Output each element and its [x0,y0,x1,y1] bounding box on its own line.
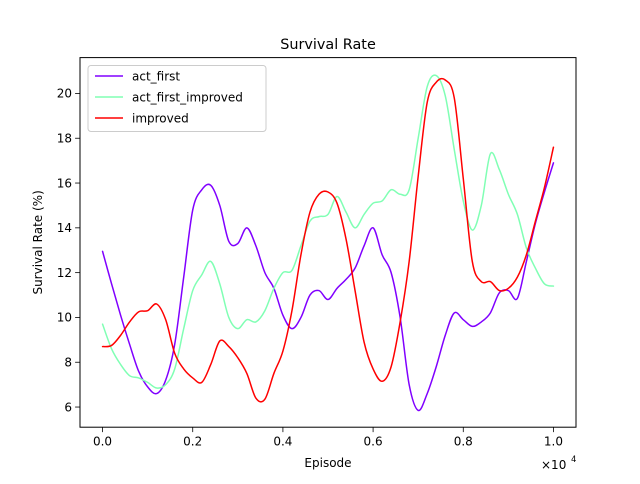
x-tick-label: 1.0 [544,435,563,449]
x-axis-label: Episode [304,456,351,470]
y-tick-label: 12 [57,266,72,280]
x-axis: 0.0 0.2 0.4 0.6 0.8 1.0 [93,427,563,449]
x-tick-label: 0.2 [183,435,202,449]
legend-label: act_first [132,69,180,83]
x-tick-label: 0.8 [454,435,473,449]
x-axis-offset-text: ×10 4 [541,455,576,472]
y-axis-label: Survival Rate (%) [31,190,45,294]
x-tick-label: 0.4 [273,435,292,449]
axes-frame [79,57,577,428]
legend-label: act_first_improved [132,90,243,104]
x-offset-base: ×10 [541,458,566,472]
x-offset-exponent: 4 [571,455,576,465]
legend-label: improved [132,111,189,125]
y-tick-label: 20 [57,87,72,101]
y-tick-label: 8 [64,356,72,370]
legend: act_first act_first_improved improved [87,65,267,132]
plot-area [101,74,555,412]
series-line-act-first [101,162,555,412]
legend-box [87,65,267,132]
y-tick-label: 6 [64,400,72,414]
y-tick-label: 14 [57,221,72,235]
y-tick-label: 16 [57,176,72,190]
y-tick-label: 10 [57,311,72,325]
series-line-improved [101,77,555,403]
chart-title: Survival Rate [280,37,376,53]
y-axis: 6 8 10 12 14 16 18 20 [57,87,80,414]
x-tick-label: 0.0 [93,435,112,449]
y-tick-label: 18 [57,132,72,146]
x-tick-label: 0.6 [364,435,383,449]
